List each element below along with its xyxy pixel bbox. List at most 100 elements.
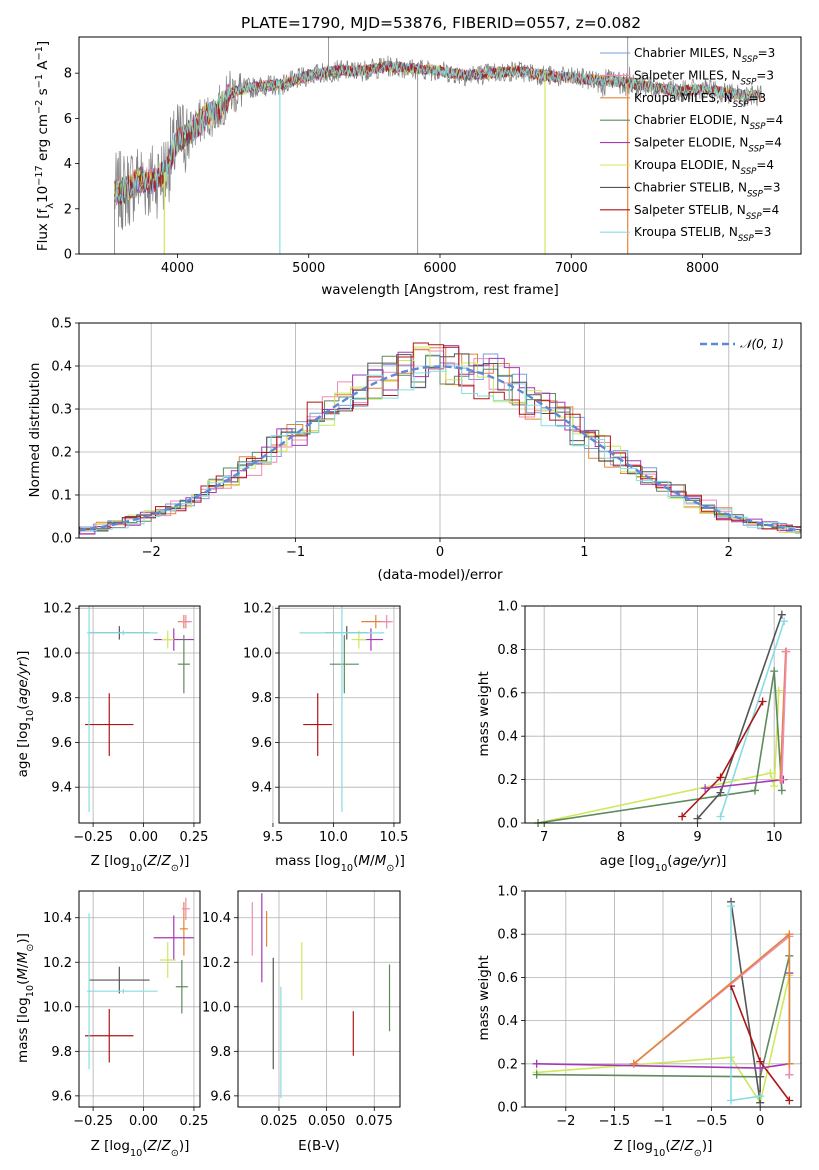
weight-marker — [756, 1092, 765, 1101]
legend-entry: 𝒩(0, 1) — [740, 337, 784, 351]
y-axis-label: mass [log10(M/M⊙)] — [15, 933, 36, 1063]
x-tick-label: −2 — [142, 545, 161, 560]
y-tick-label: 10.2 — [43, 956, 72, 971]
weight-marker — [678, 812, 687, 821]
weight-marker — [629, 1059, 638, 1068]
label-part: Chabrier ELODIE, N — [634, 113, 750, 127]
label-part: ( — [142, 1138, 147, 1154]
y-tick-label: 9.8 — [51, 691, 72, 706]
label-part: SSP — [748, 145, 765, 155]
x-tick-label: 1 — [580, 545, 588, 560]
label-part: λ — [45, 203, 56, 209]
x-tick-label: 0.00 — [129, 1114, 158, 1129]
label-part: SSP — [747, 189, 764, 199]
x-axis-label: (data-model)/error — [377, 567, 503, 583]
weight-marker — [727, 902, 736, 911]
weight-line — [537, 670, 783, 823]
label-part: SSP — [733, 100, 750, 110]
label-part: 10 — [655, 863, 667, 874]
weight-line — [537, 690, 780, 823]
label-part: ⊙ — [386, 863, 394, 874]
label-part: −17 — [34, 165, 45, 186]
y-tick-label: 9.8 — [210, 1045, 231, 1060]
y-tick-label: 2 — [64, 202, 72, 217]
label-part: 10 — [25, 985, 36, 997]
legend-entry: Kroupa ELODIE, NSSP=4 — [634, 158, 774, 177]
spectrum-panel: 4000 5000 6000 7000 8000 0 2 4 6 8 Chabrier MILES,… — [34, 36, 802, 298]
x-tick-label: 0.25 — [179, 830, 208, 845]
label-part: M — [375, 853, 387, 869]
y-tick-label: 10.0 — [202, 1000, 231, 1015]
y-tick-label: 0.0 — [497, 1101, 518, 1116]
label-part: Kroupa STELIB, N — [634, 225, 738, 239]
y-tick-label: 10.2 — [202, 956, 231, 971]
label-part: age/yr — [15, 660, 31, 705]
label-part: Salpeter STELIB, N — [634, 203, 746, 217]
label-part: ⊙ — [171, 863, 179, 874]
label-part: 10 — [35, 186, 51, 203]
label-part: )] — [702, 1138, 713, 1154]
label-part: 10 — [25, 710, 36, 722]
x-tick-label: 10.5 — [379, 830, 408, 845]
x-tick-label: 0 — [756, 1114, 764, 1129]
label-part: =3 — [749, 91, 767, 105]
legend-entry: Kroupa MILES, NSSP=3 — [634, 91, 766, 110]
label-part: ⊙ — [25, 944, 36, 952]
axes-frame — [524, 890, 802, 1108]
weight-marker — [785, 1096, 794, 1105]
x-tick-label: 9.5 — [263, 830, 284, 845]
label-part: Z [log — [91, 853, 130, 869]
label-part: Salpeter ELODIE, N — [634, 136, 748, 150]
weight-marker — [780, 617, 789, 626]
label-part: =3 — [763, 180, 781, 194]
label-part: M — [15, 968, 31, 980]
label-part: / — [680, 1138, 685, 1154]
label-part: age/yr — [673, 853, 718, 869]
x-tick-label: 6000 — [423, 261, 456, 276]
y-tick-label: 10.2 — [243, 602, 272, 617]
massweight-vs-metallicity-panel: −2 −1.5 −1 −0.5 0 0.0 0.2 0.4 0.6 0.8 1.0 Z [log10(… — [476, 885, 802, 1159]
label-part: )] — [179, 853, 190, 869]
label-part: Z [log — [91, 1138, 130, 1154]
x-tick-label: −1 — [653, 1114, 672, 1129]
mass-vs-ebv-panel: 0.025 0.050 0.075 9.6 9.8 10.0 10.2 10.4 E(B-V) — [202, 890, 401, 1154]
y-tick-label: 9.6 — [251, 736, 272, 751]
weight-marker — [727, 1096, 736, 1105]
y-axis-label: age [log10(age/yr)] — [15, 651, 36, 778]
x-tick-label: 0.075 — [356, 1114, 393, 1129]
label-part: Chabrier MILES, N — [634, 46, 742, 60]
label-part: )] — [394, 853, 405, 869]
label-part: Z — [147, 853, 158, 869]
y-axis-label: mass weight — [476, 671, 492, 756]
label-part: ] — [35, 41, 51, 46]
weight-line — [779, 651, 787, 780]
label-part: SSP — [741, 77, 758, 87]
x-axis-label: Z [log10(Z/Z⊙)] — [91, 853, 190, 874]
label-part: SSP — [750, 122, 767, 132]
residual-histogram — [79, 342, 801, 530]
label-part: −1 — [34, 74, 45, 88]
axes-frame — [524, 605, 802, 824]
label-part: s — [35, 88, 51, 99]
y-tick-label: 9.4 — [51, 781, 72, 796]
y-tick-label: 0.0 — [51, 532, 72, 547]
label-part: )] — [15, 651, 31, 662]
y-tick-label: 9.4 — [251, 781, 272, 796]
weight-marker — [532, 1070, 541, 1079]
y-tick-label: 9.6 — [51, 1089, 72, 1104]
weight-marker — [777, 786, 786, 795]
label-part: / — [15, 963, 31, 968]
weight-line — [705, 778, 784, 790]
label-part: Z — [670, 1138, 681, 1154]
x-tick-label: 10.0 — [319, 830, 348, 845]
weight-marker — [716, 773, 725, 782]
weight-line — [781, 651, 788, 780]
y-axis-label: Flux [fλ10−17 erg cm−2 s−1 A−1] — [34, 41, 56, 251]
label-part: mass [log — [275, 853, 341, 869]
legend-entry: Salpeter STELIB, NSSP=4 — [634, 203, 779, 222]
label-part: Z — [160, 1138, 171, 1154]
y-tick-label: 0.6 — [497, 971, 518, 986]
label-part: =3 — [758, 46, 776, 60]
y-tick-label: 0.4 — [497, 730, 518, 745]
